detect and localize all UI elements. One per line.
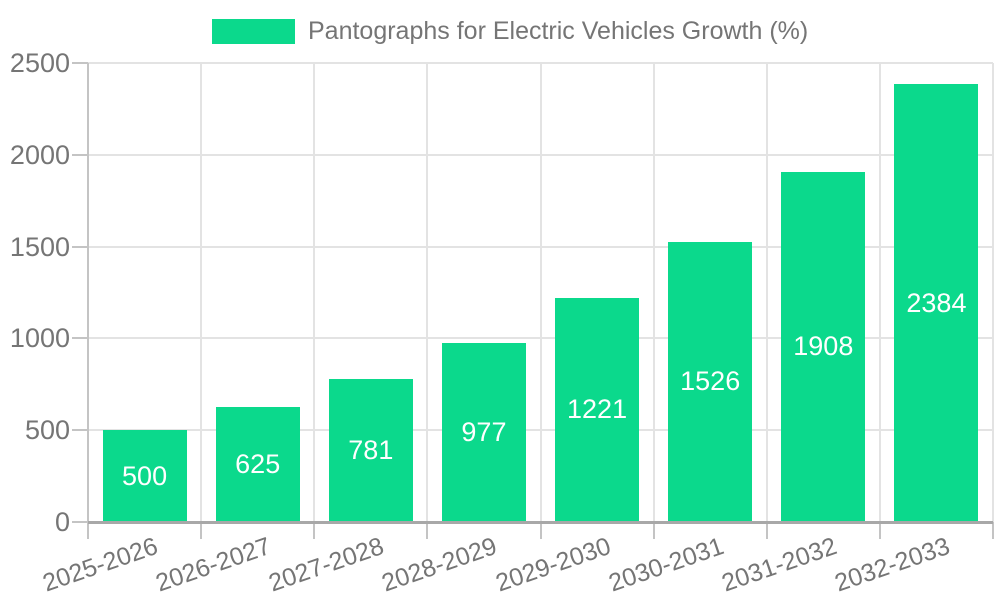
x-tick-label: 2027-2028 <box>265 532 388 598</box>
x-tick-mark <box>992 522 994 539</box>
v-gridline <box>652 63 655 522</box>
v-gridline <box>992 63 994 522</box>
v-gridline <box>765 63 768 522</box>
x-tick-mark <box>652 522 655 539</box>
x-tick-mark <box>313 522 316 539</box>
bar-value-label: 1526 <box>680 366 741 397</box>
y-tick-mark <box>72 245 88 248</box>
x-tick-label: 2031-2032 <box>717 532 841 598</box>
x-tick-label: 2028-2029 <box>378 532 501 598</box>
v-gridline <box>426 63 429 522</box>
bar: 2384 <box>894 84 979 521</box>
y-tick-mark <box>72 337 88 340</box>
y-tick-label: 1500 <box>9 231 70 262</box>
bar-value-label: 500 <box>122 460 168 491</box>
bar: 977 <box>441 342 526 521</box>
y-tick-label: 2000 <box>9 139 70 170</box>
y-tick-label: 0 <box>54 507 70 537</box>
legend-swatch <box>212 19 295 45</box>
y-tick-mark <box>72 62 88 64</box>
bar-value-label: 625 <box>235 449 281 480</box>
x-tick-mark <box>878 522 881 539</box>
x-tick-mark <box>765 522 768 539</box>
bar-value-label: 1221 <box>567 394 628 425</box>
x-tick-mark <box>200 522 203 539</box>
bar: 1908 <box>781 171 866 521</box>
legend-label: Pantographs for Electric Vehicles Growth… <box>308 17 809 45</box>
bar: 781 <box>328 378 413 521</box>
bar-value-label: 1908 <box>793 331 854 362</box>
x-tick-mark <box>539 522 542 539</box>
x-tick-label: 2032-2033 <box>831 532 954 598</box>
bar: 500 <box>102 430 187 521</box>
bar: 625 <box>215 407 300 521</box>
x-tick-mark <box>426 522 429 539</box>
bar: 1526 <box>668 241 753 521</box>
x-tick-label: 2025-2026 <box>39 532 162 598</box>
bar: 1221 <box>555 297 640 521</box>
x-axis-spine <box>88 521 993 524</box>
x-tick-label: 2030-2031 <box>604 532 727 598</box>
y-tick-mark <box>72 521 88 523</box>
y-tick-mark <box>72 429 88 432</box>
x-tick-label: 2029-2030 <box>491 532 614 598</box>
y-tick-mark <box>72 153 88 156</box>
x-tick-label: 2026-2027 <box>152 532 275 598</box>
y-tick-label: 1000 <box>9 323 70 354</box>
y-axis-spine <box>87 63 89 522</box>
v-gridline <box>313 63 316 522</box>
bar-value-label: 2384 <box>906 287 967 318</box>
v-gridline <box>878 63 881 522</box>
y-tick-label: 2500 <box>9 48 70 78</box>
bar-value-label: 781 <box>348 434 394 465</box>
legend: Pantographs for Electric Vehicles Growth… <box>212 17 809 46</box>
y-tick-label: 500 <box>24 415 70 446</box>
v-gridline <box>539 63 542 522</box>
x-tick-mark <box>87 522 89 539</box>
v-gridline <box>200 63 203 522</box>
bar-value-label: 977 <box>461 416 507 447</box>
